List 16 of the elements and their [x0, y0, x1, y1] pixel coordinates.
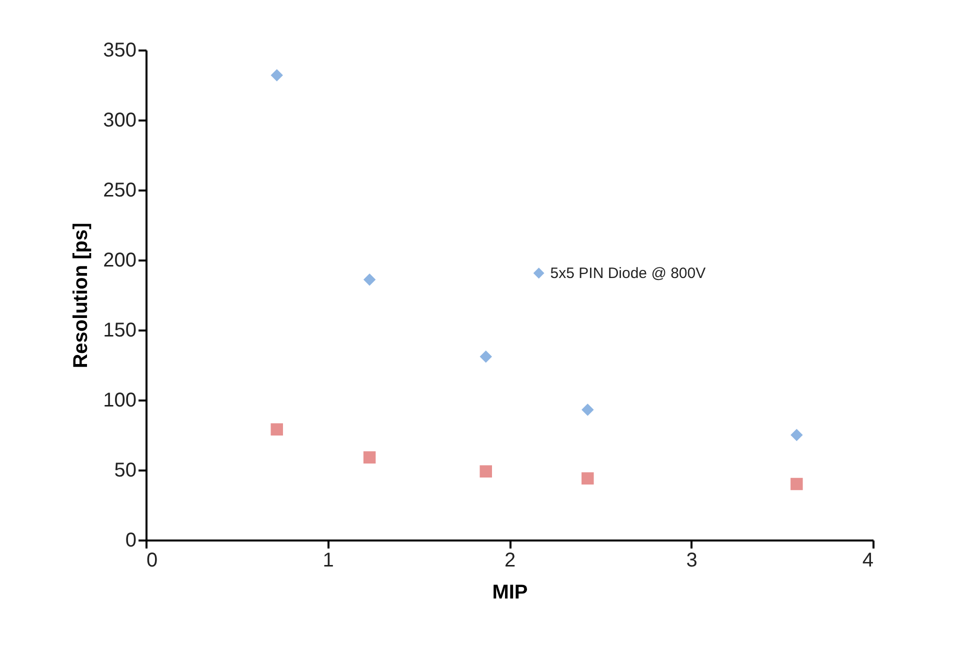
x-tick-label: 3 [686, 550, 698, 572]
y-tick-label: 250 [103, 180, 136, 202]
y-tick-label: 150 [103, 320, 136, 342]
y-tick-label: 350 [103, 40, 136, 62]
y-tick-label: 200 [103, 250, 136, 272]
y-tick-label: 0 [125, 530, 136, 552]
y-axis-title: Resolution [ps] [70, 222, 92, 368]
x-tick-label: 2 [504, 550, 516, 572]
x-axis-title: MIP [492, 582, 528, 604]
legend-label: 5x5 PIN Diode @ 800V [550, 265, 706, 282]
x-tick-label: 1 [322, 550, 334, 572]
y-tick-label: 300 [103, 110, 136, 132]
y-tick-label: 50 [114, 460, 136, 482]
x-tick-label: 4 [862, 550, 874, 572]
y-tick-label: 100 [103, 390, 136, 412]
x-tick-label: 0 [146, 550, 158, 572]
